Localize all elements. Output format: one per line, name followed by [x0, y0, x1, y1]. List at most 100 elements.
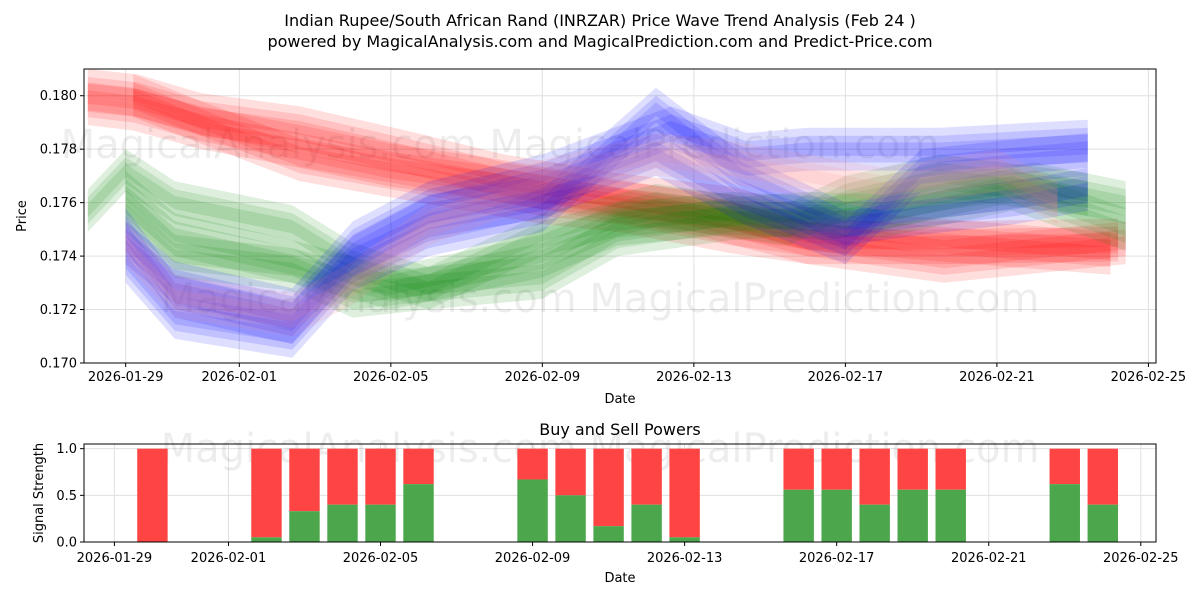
- signal-y-label: Signal Strength: [32, 443, 47, 543]
- sell-bar: [859, 448, 890, 505]
- price-x-tick-label: 2026-01-29: [88, 370, 164, 385]
- price-y-tick-label: 0.176: [40, 196, 77, 211]
- price-x-label: Date: [604, 392, 635, 407]
- green-wave-1-band-2: [87, 163, 1126, 295]
- pink-wave-1-band-1: [125, 141, 1058, 329]
- signal-bars: [137, 448, 1118, 542]
- price-y-tick-label: 0.178: [40, 143, 77, 158]
- sell-bar: [289, 448, 320, 512]
- buy-bar: [897, 489, 928, 542]
- green-wave-1-band-1: [87, 157, 1126, 302]
- green-wave-3-band-0: [125, 154, 1088, 318]
- signal-y-ticks: 0.0 0.5 1.0: [56, 442, 84, 551]
- signal-x-tick-label: 2026-02-01: [191, 551, 267, 566]
- blue-wave-1-band-1: [125, 95, 1088, 350]
- blue-wave-3-band-0: [125, 133, 1088, 345]
- price-y-label: Price: [15, 200, 30, 232]
- buy-bar: [631, 504, 662, 542]
- sell-bar: [517, 448, 548, 480]
- buy-bar: [783, 489, 814, 542]
- buy-bar: [251, 537, 282, 542]
- signal-title: Buy and Sell Powers: [539, 420, 701, 439]
- sell-bar: [935, 448, 966, 490]
- price-x-tick-label: 2026-02-01: [202, 370, 278, 385]
- green-wave-2-band-1: [125, 170, 1126, 302]
- red-wave-2-band-2: [87, 83, 1111, 261]
- watermark-top-1: MagicalAnalysis.com MagicalPrediction.co…: [61, 122, 940, 168]
- red-wave-3-band-1: [133, 82, 1119, 257]
- buy-bar: [365, 504, 396, 542]
- signal-y-tick-label: 1.0: [56, 442, 77, 457]
- signal-y-tick-label: 0.0: [56, 536, 77, 551]
- red-wave-2-band-1: [87, 77, 1111, 267]
- signal-x-tick-label: 2026-02-09: [495, 551, 571, 566]
- sell-bar: [251, 448, 282, 538]
- signal-x-tick-label: 2026-02-25: [1103, 551, 1179, 566]
- blue-wave-1-band-2: [125, 102, 1088, 344]
- sell-bar: [137, 448, 168, 542]
- sell-bar: [555, 448, 586, 496]
- price-x-tick-label: 2026-02-21: [959, 370, 1035, 385]
- chart-title-line1: Indian Rupee/South African Rand (INRZAR)…: [284, 11, 915, 30]
- sell-bar: [593, 448, 624, 527]
- price-y-ticks: 0.170 0.172 0.174 0.176 0.178 0.180: [40, 89, 84, 372]
- price-x-tick-label: 2026-02-13: [656, 370, 732, 385]
- sell-bar: [669, 448, 700, 538]
- blue-wave-2-band-2: [125, 121, 1088, 317]
- green-wave-2-band-2: [125, 177, 1126, 295]
- price-x-tick-label: 2026-02-17: [808, 370, 884, 385]
- price-plot-area: [84, 69, 1156, 363]
- price-x-tick-label: 2026-02-05: [353, 370, 429, 385]
- sell-bar: [821, 448, 852, 490]
- signal-x-tick-label: 2026-02-21: [951, 551, 1027, 566]
- signal-axes-frame: [83, 443, 1157, 543]
- buy-bar: [517, 479, 548, 542]
- green-wave-2-band-0: [125, 162, 1126, 310]
- price-y-tick-label: 0.172: [40, 303, 77, 318]
- price-y-tick-label: 0.174: [40, 250, 77, 265]
- red-wave-1-band-2: [87, 97, 1126, 269]
- buy-bar: [1087, 504, 1118, 542]
- blue-wave-1-band-0: [125, 87, 1088, 358]
- signal-x-tick-label: 2026-02-17: [799, 551, 875, 566]
- buy-bar: [821, 489, 852, 542]
- signal-x-tick-label: 2026-02-05: [343, 551, 419, 566]
- signal-y-tick-label: 0.5: [56, 489, 77, 504]
- price-series: [87, 69, 1126, 358]
- sell-bar: [897, 448, 928, 490]
- sell-bar: [783, 448, 814, 490]
- buy-bar: [935, 489, 966, 542]
- watermark-top-2: MagicalAnalysis.com MagicalPrediction.co…: [161, 276, 1040, 322]
- buy-bar: [859, 504, 890, 542]
- green-wave-3-band-1: [125, 162, 1088, 310]
- sell-bar: [631, 448, 662, 505]
- buy-bar: [593, 526, 624, 542]
- red-wave-2-band-0: [87, 69, 1111, 275]
- price-y-tick-label: 0.170: [40, 357, 77, 372]
- chart-title-line2: powered by MagicalAnalysis.com and Magic…: [267, 32, 932, 51]
- price-y-tick-label: 0.180: [40, 89, 77, 104]
- signal-x-label: Date: [604, 571, 635, 586]
- buy-bar: [289, 511, 320, 542]
- signal-x-tick-label: 2026-01-29: [77, 551, 153, 566]
- buy-bar: [403, 484, 434, 542]
- green-wave-3-band-2: [125, 169, 1088, 303]
- blue-wave-3-band-2: [125, 147, 1088, 330]
- sell-bar: [1049, 448, 1080, 485]
- price-x-tick-label: 2026-02-25: [1111, 370, 1187, 385]
- red-wave-1-band-1: [87, 90, 1126, 275]
- signal-x-ticks: 2026-01-29 2026-02-01 2026-02-05 2026-02-09…: [77, 542, 1179, 566]
- sell-bar: [365, 448, 396, 505]
- blue-wave-2-band-0: [125, 106, 1088, 331]
- pink-wave-1-band-0: [125, 133, 1058, 337]
- price-x-ticks: 2026-01-29 2026-02-01 2026-02-05 2026-02-09…: [88, 363, 1186, 385]
- red-wave-1-band-0: [87, 82, 1126, 283]
- buy-bar: [555, 495, 586, 542]
- signal-x-tick-label: 2026-02-13: [647, 551, 723, 566]
- sell-bar: [1087, 448, 1118, 505]
- pink-wave-1-band-2: [125, 147, 1058, 322]
- price-axes-frame: [83, 68, 1157, 364]
- buy-bar: [1049, 484, 1080, 542]
- price-panel: MagicalAnalysis.com MagicalPrediction.co…: [15, 68, 1186, 407]
